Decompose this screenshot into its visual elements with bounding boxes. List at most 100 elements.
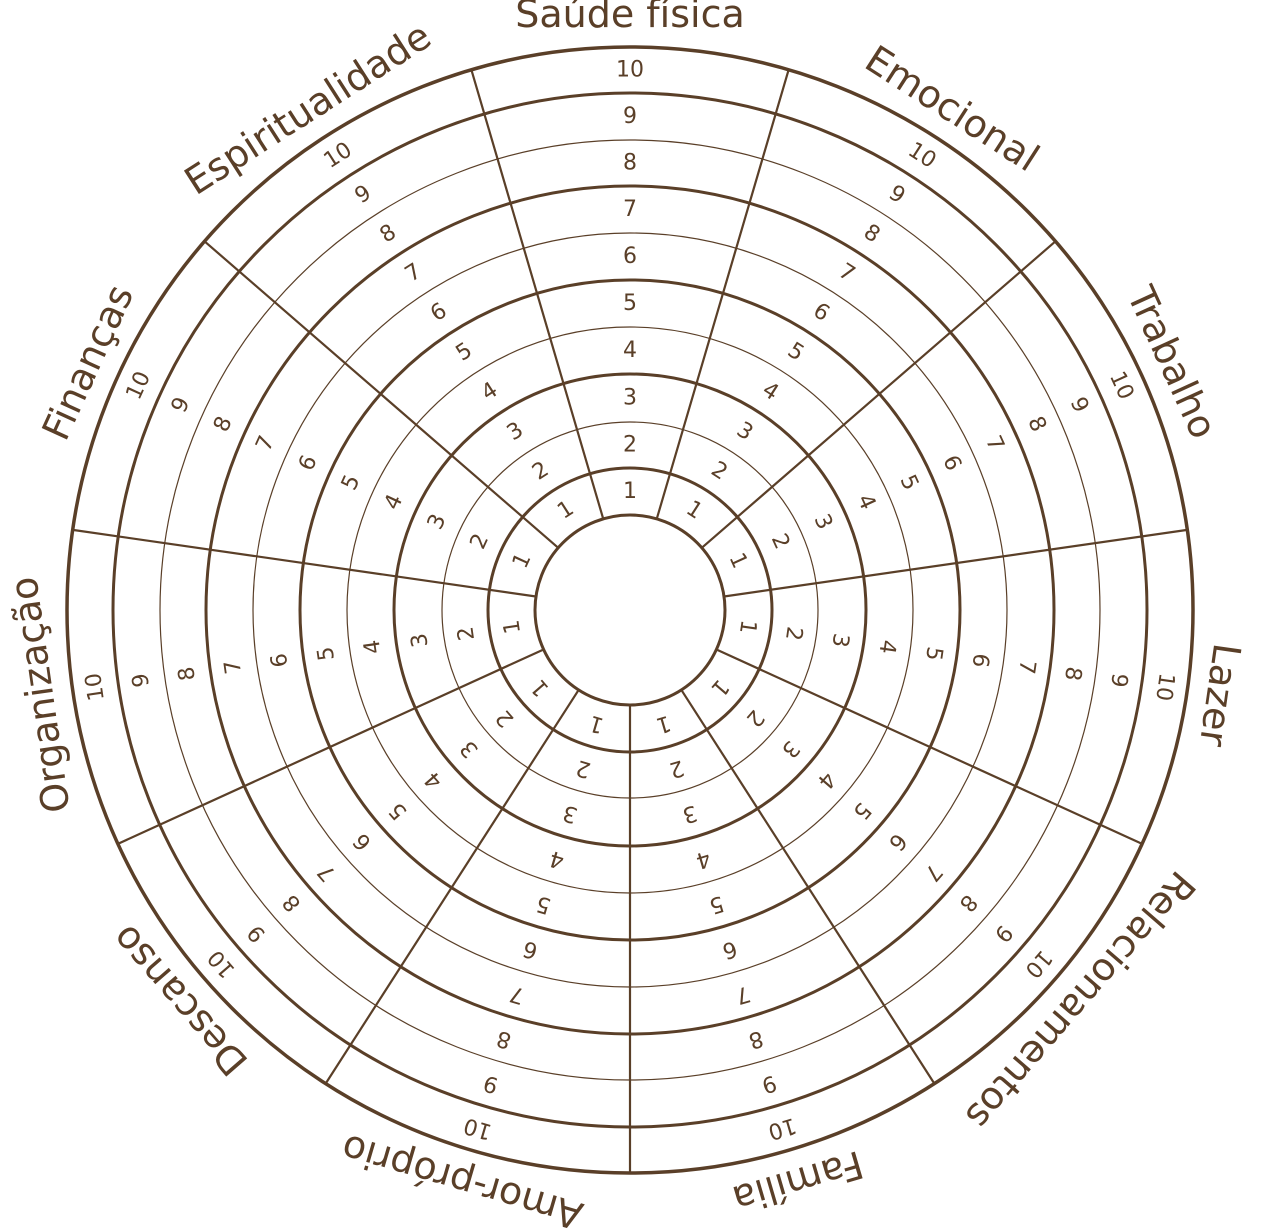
score-label: 3 xyxy=(423,510,452,533)
score-label: 3 xyxy=(732,417,757,446)
score-label: 10 xyxy=(320,138,357,174)
score-label: 4 xyxy=(758,377,783,406)
score-label: 9 xyxy=(884,180,909,209)
score-label: 4 xyxy=(852,491,881,514)
score-label: 8 xyxy=(954,889,982,916)
score-label: 6 xyxy=(426,298,451,327)
score-label: 2 xyxy=(573,754,593,782)
score-label: 2 xyxy=(666,754,686,782)
spoke-9 xyxy=(72,528,537,598)
score-label: 10 xyxy=(765,1112,799,1144)
score-label: 5 xyxy=(783,338,808,367)
score-label: 6 xyxy=(808,298,833,327)
score-label: 8 xyxy=(494,1025,514,1053)
score-label: 10 xyxy=(903,138,940,174)
score-label: 2 xyxy=(453,625,480,642)
ring-0 xyxy=(533,513,727,707)
score-label: 8 xyxy=(174,665,201,682)
score-label: 1 xyxy=(508,549,537,572)
area-label-6: Amor-próprio xyxy=(336,1126,587,1229)
score-label: 5 xyxy=(313,645,340,662)
score-label: 5 xyxy=(848,797,876,824)
score-label: 8 xyxy=(746,1025,766,1053)
score-label: 1 xyxy=(586,710,606,738)
score-label: 7 xyxy=(834,259,859,288)
spoke-0 xyxy=(470,69,605,520)
score-label: 1 xyxy=(653,710,673,738)
score-label: 6 xyxy=(967,652,994,669)
score-label: 9 xyxy=(623,104,637,129)
spoke-8 xyxy=(117,648,545,845)
score-label: 3 xyxy=(560,799,580,827)
score-label: 10 xyxy=(1019,945,1056,983)
score-label: 1 xyxy=(623,479,637,504)
spoke-4 xyxy=(715,648,1143,845)
score-label: 6 xyxy=(623,244,637,269)
score-label: 5 xyxy=(533,890,553,918)
score-label: 3 xyxy=(407,631,434,648)
score-label: 10 xyxy=(203,945,240,983)
score-label: 6 xyxy=(294,452,323,475)
area-label-3: Lazer xyxy=(1191,641,1249,750)
score-label: 6 xyxy=(349,828,377,855)
area-label-5: Família xyxy=(728,1142,869,1222)
score-label: 7 xyxy=(313,859,341,886)
spokes-group xyxy=(72,69,1188,1173)
score-label: 3 xyxy=(826,631,853,648)
score-label: 5 xyxy=(337,471,366,494)
score-label: 2 xyxy=(707,457,732,486)
score-label: 2 xyxy=(466,530,495,553)
score-label: 5 xyxy=(623,291,637,316)
score-label: 3 xyxy=(456,735,484,762)
score-label: 9 xyxy=(128,671,155,688)
score-label: 2 xyxy=(528,457,553,486)
score-label: 9 xyxy=(989,920,1017,947)
score-label: 9 xyxy=(1105,671,1132,688)
score-label: 9 xyxy=(481,1070,501,1098)
spoke-10 xyxy=(203,240,559,549)
spoke-1 xyxy=(655,69,790,520)
score-label: 10 xyxy=(616,58,644,83)
score-label: 7 xyxy=(623,197,637,222)
score-label: 4 xyxy=(477,377,502,406)
score-label: 3 xyxy=(776,735,804,762)
score-label: 5 xyxy=(920,645,947,662)
score-label: 8 xyxy=(623,151,637,176)
area-label-10: Espiritualidade xyxy=(177,14,439,204)
score-label: 8 xyxy=(1059,665,1086,682)
score-label: 2 xyxy=(766,530,795,553)
spoke-5 xyxy=(680,689,936,1085)
score-label: 1 xyxy=(553,496,578,525)
score-label: 3 xyxy=(809,510,838,533)
score-label: 4 xyxy=(693,845,713,873)
spoke-3 xyxy=(723,528,1188,598)
score-label: 6 xyxy=(937,452,966,475)
score-label: 5 xyxy=(452,338,477,367)
score-label: 5 xyxy=(706,890,726,918)
score-label: 9 xyxy=(167,393,196,416)
score-label: 7 xyxy=(507,980,527,1008)
score-label: 8 xyxy=(278,889,306,916)
score-label: 4 xyxy=(380,491,409,514)
score-label: 4 xyxy=(623,338,637,363)
score-label: 4 xyxy=(874,638,901,655)
score-label: 2 xyxy=(741,705,769,732)
score-label: 1 xyxy=(526,674,554,701)
score-label: 9 xyxy=(1065,393,1094,416)
score-label: 8 xyxy=(376,220,401,249)
score-label: 7 xyxy=(733,980,753,1008)
score-label: 5 xyxy=(384,797,412,824)
score-label: 8 xyxy=(209,413,238,436)
score-label: 1 xyxy=(681,496,706,525)
score-label: 5 xyxy=(895,471,924,494)
score-label: 10 xyxy=(1104,368,1138,404)
score-label: 7 xyxy=(980,432,1009,455)
score-label: 2 xyxy=(623,433,637,458)
score-label: 7 xyxy=(251,432,280,455)
score-label: 1 xyxy=(499,618,526,635)
score-label: 7 xyxy=(1013,658,1040,675)
score-label: 9 xyxy=(351,180,376,209)
score-label: 3 xyxy=(679,799,699,827)
